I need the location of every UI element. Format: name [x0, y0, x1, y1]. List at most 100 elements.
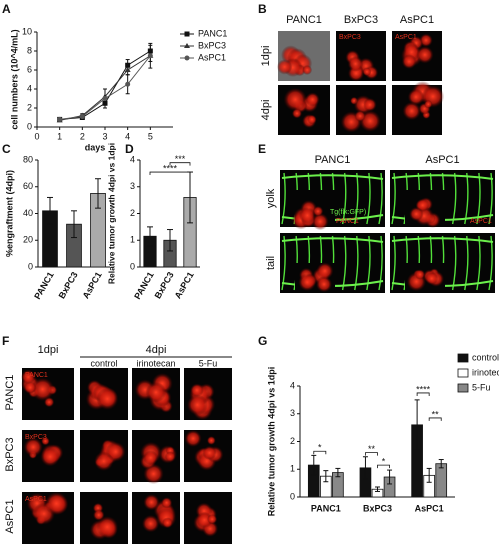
- tumor-signal: [96, 516, 119, 538]
- panel-label: B: [258, 2, 267, 16]
- bar: [435, 463, 448, 498]
- tumor-signal: [316, 262, 334, 280]
- y-axis-label: cell numbers (10^4/mL): [9, 29, 19, 129]
- significance-bracket: [149, 171, 191, 176]
- significance-label: ****: [416, 384, 431, 394]
- legend-marker: [184, 43, 190, 48]
- significance-bracket: [416, 392, 430, 396]
- y-tick-label: 1: [130, 235, 135, 245]
- y-tick-label: 3: [290, 408, 295, 418]
- tumor-signal: [184, 429, 202, 448]
- significance-bracket: [377, 464, 390, 469]
- inset-label: AsPC1: [395, 34, 417, 41]
- y-tick-label: 6: [27, 64, 32, 74]
- panel-label: F: [2, 334, 9, 348]
- panel-label: D: [125, 142, 134, 156]
- tumor-signal: [307, 114, 317, 125]
- inset-label: AsPC1: [25, 496, 47, 503]
- significance-label: *: [318, 443, 322, 453]
- significance-bracket: [313, 450, 327, 455]
- panel-label: G: [258, 334, 267, 348]
- significance-label: **: [368, 444, 376, 454]
- vessel: [378, 172, 383, 225]
- x-tick-label: PANC1: [132, 270, 156, 301]
- y-tick-label: 1: [290, 464, 295, 474]
- legend-label: PANC1: [198, 28, 227, 38]
- x-tick-label: PANC1: [32, 270, 56, 301]
- tumor-signal: [283, 87, 308, 112]
- x-tick-label: 0: [34, 131, 39, 141]
- tumor-signal: [41, 436, 50, 446]
- y-tick-label: 20: [23, 235, 33, 245]
- x-tick-label: AsPC1: [173, 270, 196, 300]
- marker: [124, 67, 131, 72]
- tumor-signal: [298, 206, 316, 224]
- tumor-signal: [162, 517, 174, 529]
- x-tick-label: 5: [148, 131, 153, 141]
- image-label: PANC1: [286, 14, 322, 26]
- x-tick-label: 4: [125, 131, 130, 141]
- significance-bracket: [365, 452, 378, 456]
- image-label: AsPC1: [400, 14, 434, 26]
- legend-label: 5-Fu: [472, 382, 491, 392]
- image-label: PANC1: [4, 375, 16, 411]
- panel-label: E: [258, 142, 266, 156]
- image-label: BxPC3: [344, 14, 378, 26]
- y-tick-label: 2: [290, 436, 295, 446]
- image-label: 1dpi: [38, 344, 59, 356]
- tumor-signal: [96, 387, 119, 410]
- tumor-signal: [401, 54, 417, 69]
- y-tick-label: 4: [130, 154, 135, 164]
- inset-label: PANC1: [336, 218, 359, 225]
- marker: [79, 114, 85, 120]
- y-tick-label: 0: [28, 261, 33, 271]
- tumor-signal: [145, 382, 167, 403]
- tumor-signal: [315, 276, 333, 293]
- column-label: 5-Fu: [199, 358, 218, 368]
- x-tick-label: BxPC3: [363, 503, 392, 513]
- significance-label: ****: [163, 163, 178, 173]
- vessel: [281, 237, 384, 243]
- y-tick-label: 4: [27, 83, 32, 93]
- vessel: [488, 235, 493, 291]
- significance-label: **: [432, 409, 440, 419]
- legend-marker: [184, 31, 190, 37]
- y-tick-label: 4: [290, 380, 295, 390]
- y-tick-label: 3: [130, 181, 135, 191]
- y-tick-label: 0: [27, 121, 32, 131]
- x-axis-label: days: [85, 142, 106, 152]
- y-tick-label: 40: [23, 208, 33, 218]
- tumor-signal: [206, 514, 218, 525]
- significance-bracket: [428, 417, 442, 421]
- image-label: 4dpi: [260, 100, 272, 121]
- tumor-signal: [305, 92, 320, 107]
- significance-label: *: [382, 456, 386, 466]
- column-label: irinotecan: [136, 358, 175, 368]
- tumor-signal: [186, 394, 208, 416]
- inset-label: AsPC1: [470, 218, 492, 225]
- marker: [102, 96, 108, 101]
- tumor-signal: [40, 447, 60, 467]
- tumor-signal: [190, 383, 204, 398]
- vessel: [488, 172, 493, 225]
- y-tick-label: 10: [22, 26, 32, 36]
- tumor-signal: [160, 497, 173, 509]
- tumor-signal: [94, 451, 114, 471]
- legend-label: BxPC3: [198, 40, 226, 50]
- tumor-signal: [302, 65, 313, 75]
- tumor-signal: [44, 491, 69, 516]
- tumor-signal: [30, 377, 55, 402]
- tumor-signal: [298, 273, 317, 292]
- tumor-signal: [164, 451, 176, 462]
- tumor-signal: [143, 450, 159, 466]
- image-label: PANC1: [315, 154, 351, 166]
- tumor-signal: [143, 494, 160, 511]
- marker: [147, 53, 153, 59]
- series-line: [59, 50, 151, 120]
- legend-label: control: [472, 352, 499, 362]
- tumor-signal: [141, 514, 160, 533]
- series-line: [59, 55, 151, 120]
- legend-label: AsPC1: [198, 52, 226, 62]
